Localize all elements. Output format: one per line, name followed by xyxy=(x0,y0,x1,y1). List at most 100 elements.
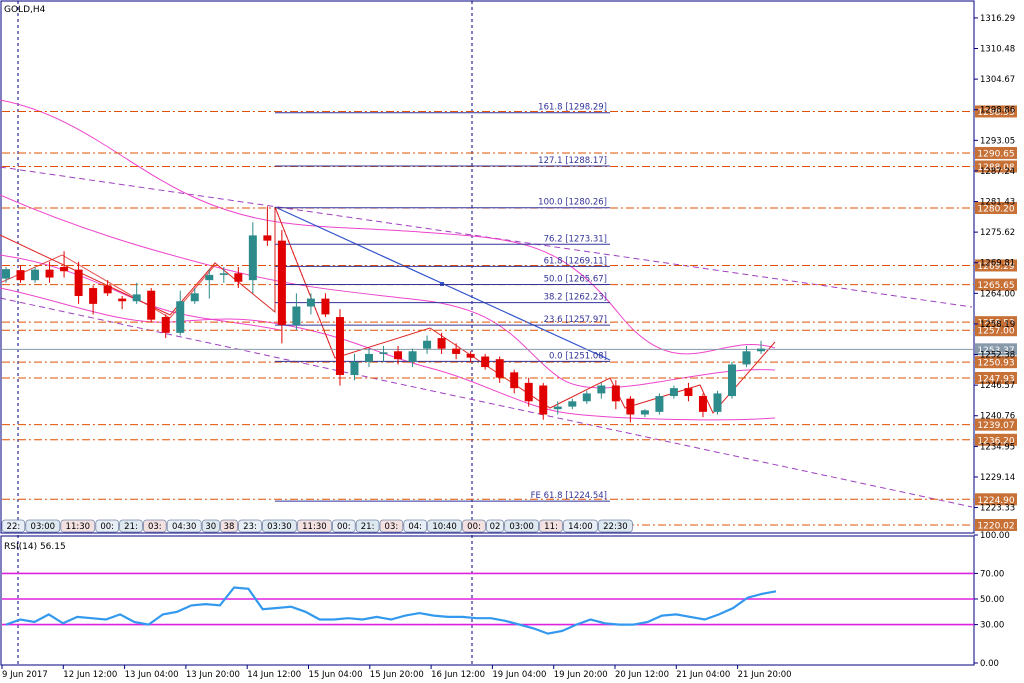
session-pill-text-1: 03:00 xyxy=(31,522,56,532)
session-pill-text-12: 00: xyxy=(337,522,351,532)
session-pill-15 xyxy=(403,519,427,533)
price-tick-label-7: 1275.62 xyxy=(980,228,1015,238)
candle-49 xyxy=(713,390,722,415)
level-tag-text-3: 1280.20 xyxy=(977,205,1014,215)
candle-45 xyxy=(655,393,664,415)
time-tick-label-12: 21 Jun 20:00 xyxy=(738,670,792,680)
rsi-tick-label-4: 0.00 xyxy=(980,659,999,669)
session-pill-text-5: 03: xyxy=(148,522,162,532)
time-tick-label-8: 19 Jun 04:00 xyxy=(492,670,546,680)
candle-42 xyxy=(611,380,620,410)
session-pill-10 xyxy=(261,519,297,533)
candle-50 xyxy=(728,361,736,399)
price-panel[interactable] xyxy=(0,0,975,534)
session-pill-text-22: 22:30 xyxy=(603,522,628,532)
session-pill-19 xyxy=(504,519,540,533)
candle-44 xyxy=(640,409,649,418)
candle-1 xyxy=(16,265,25,283)
level-tag-10 xyxy=(975,418,1017,431)
price-tick-label-5: 1287.24 xyxy=(980,167,1015,177)
time-tick-label-1: 12 Jun 12:00 xyxy=(63,670,117,680)
level-tag-8 xyxy=(975,356,1017,369)
session-pill-0 xyxy=(1,519,26,533)
time-tick-label-5: 15 Jun 04:00 xyxy=(309,670,363,680)
fib-label-7: 23.6 [1257.97] xyxy=(544,315,607,325)
level-tag-9 xyxy=(975,371,1017,384)
candle-41 xyxy=(597,382,606,399)
price-tick-label-11: 1252.38 xyxy=(980,351,1015,361)
candle-36 xyxy=(524,377,533,407)
session-pill-text-15: 04: xyxy=(408,522,422,532)
level-tag-text-0: 1298.53 xyxy=(977,108,1014,118)
candle-34 xyxy=(495,356,504,383)
time-tick-label-11: 21 Jun 04:00 xyxy=(676,670,730,680)
time-tick-label-0: 9 Jun 2017 xyxy=(2,670,48,680)
level-tag-text-7: 1257.00 xyxy=(977,327,1014,337)
session-pill-text-6: 04:30 xyxy=(172,522,197,532)
candle-33 xyxy=(481,353,490,370)
price-tick-label-0: 1316.29 xyxy=(980,14,1015,24)
candle-29 xyxy=(423,335,432,354)
session-pill-3 xyxy=(95,519,120,533)
price-tick-label-8: 1269.81 xyxy=(980,259,1015,269)
session-pill-8 xyxy=(219,519,238,533)
level-tag-text-11: 1236.20 xyxy=(977,436,1014,446)
session-pill-4 xyxy=(119,519,143,533)
price-tick-label-14: 1234.95 xyxy=(980,442,1015,452)
level-tag-12 xyxy=(975,493,1017,506)
session-pill-12 xyxy=(331,519,356,533)
candle-46 xyxy=(669,385,678,399)
session-pill-text-0: 22: xyxy=(7,522,21,532)
candle-35 xyxy=(510,369,519,394)
price-tick-label-15: 1229.14 xyxy=(980,473,1015,483)
time-tick-label-6: 15 Jun 20:00 xyxy=(370,670,424,680)
rsi-tick-label-2: 50.00 xyxy=(980,595,1004,605)
candle-20 xyxy=(292,293,301,331)
level-tag-text-2: 1288.08 xyxy=(977,163,1014,173)
candle-52 xyxy=(757,340,766,354)
level-tag-text-9: 1247.93 xyxy=(977,374,1014,384)
session-pill-6 xyxy=(166,519,202,533)
time-tick-label-4: 14 Jun 12:00 xyxy=(247,670,301,680)
session-pill-18 xyxy=(485,519,504,533)
candle-23 xyxy=(335,309,344,386)
fib-label-3: 76.2 [1273.31] xyxy=(544,234,607,244)
candle-25 xyxy=(365,348,373,368)
level-tag-text-8: 1250.93 xyxy=(977,359,1014,369)
candle-31 xyxy=(452,343,461,360)
candle-13 xyxy=(190,288,199,304)
session-pill-text-7: 30 xyxy=(205,522,216,532)
level-tag-text-6: 1258.53 xyxy=(977,319,1014,329)
symbol-label: GOLD,H4 xyxy=(4,5,46,15)
fib-label-4: 61.8 [1269.11] xyxy=(544,256,607,266)
candle-37 xyxy=(539,382,548,420)
price-tick-label-2: 1304.67 xyxy=(980,75,1015,85)
level-tag-2 xyxy=(975,160,1017,173)
current-price-text: 1253.37 xyxy=(977,346,1014,356)
rsi-panel[interactable] xyxy=(0,535,975,666)
level-tag-text-13: 1220.02 xyxy=(977,521,1014,531)
session-pill-17 xyxy=(462,519,486,533)
candle-10 xyxy=(147,288,156,323)
candle-16 xyxy=(234,267,243,289)
midpoint-marker xyxy=(440,282,444,286)
session-pill-7 xyxy=(201,519,220,533)
session-pill-text-13: 21: xyxy=(361,522,375,532)
price-tick-label-12: 1246.57 xyxy=(980,381,1015,391)
level-tag-5 xyxy=(975,278,1017,291)
candle-7 xyxy=(103,280,112,296)
candle-26 xyxy=(379,346,388,362)
session-pill-text-20: 11: xyxy=(544,522,558,532)
level-tag-3 xyxy=(975,202,1017,215)
candle-40 xyxy=(582,390,591,404)
session-pill-text-4: 21: xyxy=(124,522,138,532)
level-tag-text-10: 1239.07 xyxy=(977,421,1014,431)
level-tag-4 xyxy=(975,259,1017,272)
fib-label-5: 50.0 [1265.67] xyxy=(544,275,607,285)
session-pill-text-9: 23: xyxy=(243,522,257,532)
session-pill-9 xyxy=(238,519,262,533)
time-tick-label-7: 16 Jun 12:00 xyxy=(431,670,485,680)
price-tick-label-10: 1258.19 xyxy=(980,320,1015,330)
candle-5 xyxy=(74,261,83,304)
